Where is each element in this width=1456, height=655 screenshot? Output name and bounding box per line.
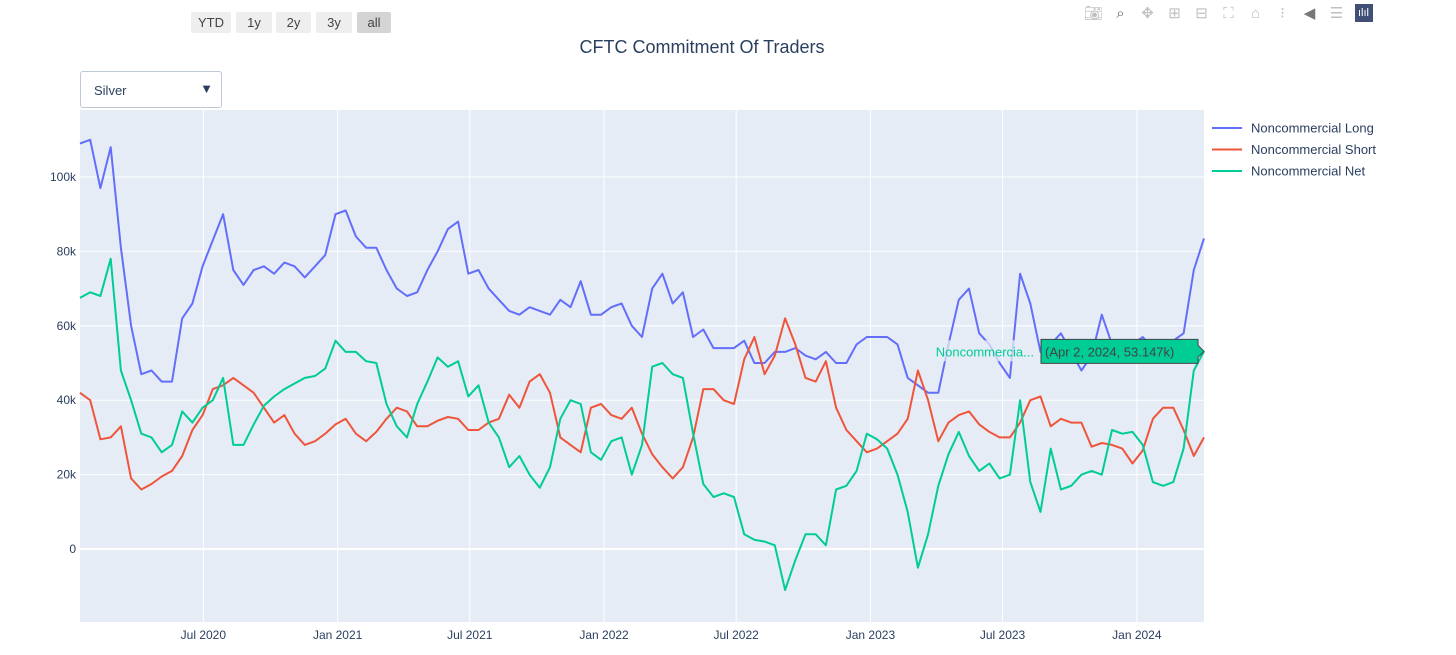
reset-axes-icon[interactable]: ⌂ xyxy=(1250,4,1261,22)
hover-tooltip-text: (Apr 2, 2024, 53.147k) xyxy=(1045,344,1174,359)
x-tick-label: Jul 2022 xyxy=(713,628,759,642)
x-tick-label: Jul 2020 xyxy=(181,628,227,642)
x-tick-label: Jan 2022 xyxy=(579,628,629,642)
zoom-in-icon[interactable]: ⊞ xyxy=(1168,5,1181,22)
commodity-dropdown[interactable]: Silver ▼ xyxy=(80,71,222,108)
y-tick-label: 100k xyxy=(50,170,77,184)
dropdown-selected-value: Silver xyxy=(94,83,127,98)
x-tick-label: Jan 2024 xyxy=(1112,628,1162,642)
range-button-2y[interactable]: 2y xyxy=(276,12,311,33)
y-tick-label: 0 xyxy=(69,542,76,556)
x-tick-label: Jan 2023 xyxy=(846,628,896,642)
x-tick-label: Jul 2023 xyxy=(980,628,1026,642)
hover-closest-icon[interactable]: ◀ xyxy=(1303,5,1316,22)
zoom-out-icon[interactable]: ⊟ xyxy=(1195,5,1208,22)
y-tick-label: 40k xyxy=(57,393,77,407)
modebar: 📷︎ ⌕ ✥ ⊞ ⊟ ⛶ ⌂ ⁝ ◀ ☰ ılıl xyxy=(1080,3,1377,23)
camera-icon[interactable]: 📷︎ xyxy=(1083,5,1104,22)
legend-item[interactable]: Noncommercial Long xyxy=(1212,121,1374,136)
y-tick-label: 60k xyxy=(57,319,77,333)
y-tick-label: 80k xyxy=(57,244,77,258)
hover-series-label: Noncommercia... xyxy=(936,344,1034,359)
chevron-down-icon: ▼ xyxy=(200,81,213,96)
y-tick-label: 20k xyxy=(57,468,77,482)
x-tick-label: Jan 2021 xyxy=(313,628,363,642)
range-button-ytd[interactable]: YTD xyxy=(191,12,231,33)
pan-icon[interactable]: ✥ xyxy=(1141,5,1154,22)
range-button-1y[interactable]: 1y xyxy=(236,12,272,33)
legend-item[interactable]: Noncommercial Net xyxy=(1212,164,1366,179)
series-line-noncommercial-long[interactable] xyxy=(79,138,1205,394)
range-button-3y[interactable]: 3y xyxy=(316,12,352,33)
plotly-logo-icon[interactable]: ılıl xyxy=(1350,3,1377,23)
chart-title: CFTC Commitment Of Traders xyxy=(579,37,824,57)
hover-tooltip xyxy=(1040,338,1205,364)
range-button-all[interactable]: all xyxy=(357,12,391,33)
x-tick-label: Jul 2021 xyxy=(447,628,493,642)
autoscale-icon[interactable]: ⛶ xyxy=(1223,4,1234,22)
spike-lines-icon[interactable]: ⁝ xyxy=(1280,5,1285,22)
plot-area xyxy=(80,110,1204,622)
series-line-noncommercial-short[interactable] xyxy=(79,317,1205,491)
legend-label: Noncommercial Short xyxy=(1251,142,1376,157)
legend-label: Noncommercial Long xyxy=(1251,121,1374,136)
hover-compare-icon[interactable]: ☰ xyxy=(1329,5,1344,22)
series-line-noncommercial-net[interactable] xyxy=(79,257,1205,591)
hover-label-bg xyxy=(919,340,1036,362)
legend-label: Noncommercial Net xyxy=(1251,164,1366,179)
zoom-icon[interactable]: ⌕ xyxy=(1116,4,1125,22)
legend-item[interactable]: Noncommercial Short xyxy=(1212,142,1376,157)
